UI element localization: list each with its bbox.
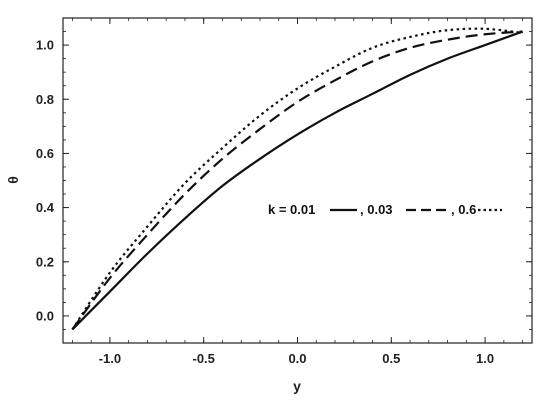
y-tick-label: 0.6: [36, 146, 54, 161]
y-tick-label: 0.4: [36, 200, 55, 215]
x-tick-label: 0.5: [382, 351, 400, 366]
y-tick-label: 0.8: [36, 92, 54, 107]
series-line-dashed: [71, 30, 523, 331]
legend-label-k-06: , 0.6: [451, 202, 476, 217]
y-tick-label: 0.2: [36, 254, 54, 269]
x-axis-title: y: [293, 378, 301, 394]
series-line-dotted: [71, 27, 523, 331]
plot-area: [62, 17, 533, 344]
legend-label-k-001: k = 0.01: [268, 202, 315, 217]
legend-label-k-003: , 0.03: [360, 202, 393, 217]
x-tick-label: 0.0: [288, 351, 306, 366]
x-tick-label: -1.0: [99, 351, 121, 366]
plot-frame: [62, 17, 533, 344]
y-tick-label: 0.0: [36, 308, 54, 323]
x-tick-label: 1.0: [476, 351, 494, 366]
y-tick-label: 1.0: [36, 38, 54, 53]
y-axis-title: θ: [5, 176, 21, 184]
legend: k = 0.01 , 0.03 , 0.6: [268, 202, 502, 217]
x-tick-label: -0.5: [192, 351, 214, 366]
series-line-solid: [71, 30, 523, 331]
ticks-layer: -1.0 -0.5 0.0 0.5 1.0 0.0 0.2 0.4 0.6 0.8 1.0: [36, 18, 532, 366]
series-layer: [71, 27, 523, 331]
